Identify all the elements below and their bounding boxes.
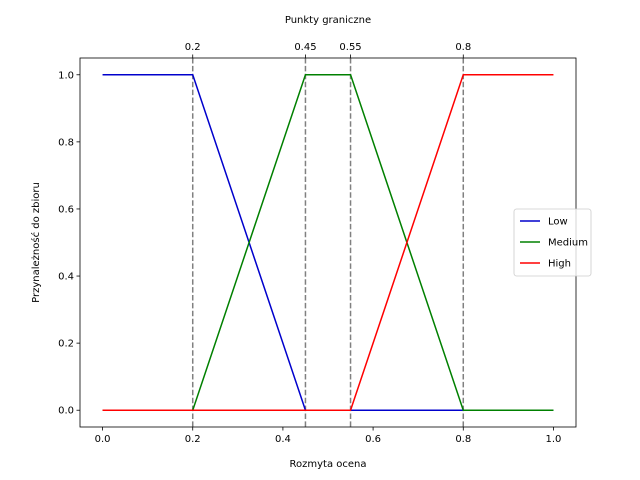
legend-label-high: High [548, 259, 571, 270]
legend-label-medium: Medium [548, 238, 588, 249]
top-tick-label: 0.2 [185, 42, 201, 53]
y-tick-label: 0.0 [58, 406, 74, 417]
y-tick-label: 0.4 [58, 272, 74, 283]
series-lines [102, 74, 554, 411]
top-axis-title: Punkty graniczne [285, 15, 371, 26]
y-axis-ticks: 0.0 0.2 0.4 0.6 0.8 1.0 [58, 70, 80, 417]
series-line-high [102, 74, 554, 411]
x-tick-label: 0.6 [365, 434, 381, 445]
top-tick-label: 0.8 [455, 42, 471, 53]
x-tick-label: 1.0 [546, 434, 562, 445]
y-tick-label: 1.0 [58, 70, 74, 81]
y-tick-label: 0.6 [58, 204, 74, 215]
y-tick-label: 0.8 [58, 137, 74, 148]
boundary-lines [191, 58, 465, 427]
x-tick-label: 0.4 [275, 434, 291, 445]
legend-box [513, 208, 592, 277]
legend: Low Medium High [513, 208, 592, 277]
x-axis-ticks: 0.0 0.2 0.4 0.6 0.8 1.0 [95, 427, 562, 445]
top-tick-label: 0.45 [294, 42, 316, 53]
x-axis-title: Rozmyta ocena [290, 459, 367, 470]
top-tick-label: 0.55 [339, 42, 361, 53]
y-axis-title: Przynależność do zbioru [30, 182, 42, 303]
y-tick-label: 0.2 [58, 339, 74, 350]
top-axis-ticks: 0.2 0.45 0.55 0.8 [185, 42, 471, 58]
x-tick-label: 0.8 [455, 434, 471, 445]
x-tick-label: 0.0 [95, 434, 111, 445]
x-tick-label: 0.2 [185, 434, 201, 445]
legend-label-low: Low [548, 217, 568, 228]
